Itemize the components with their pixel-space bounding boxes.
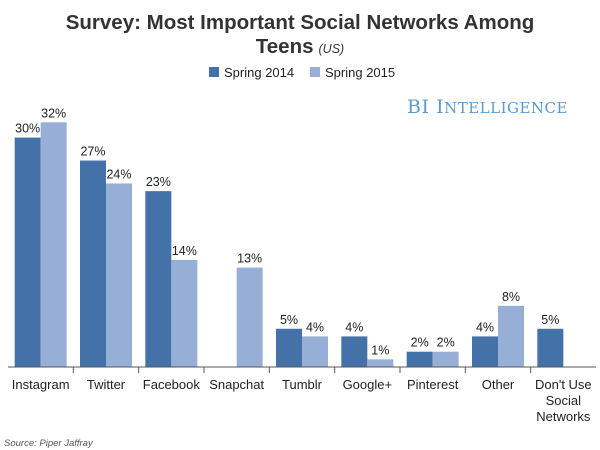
data-label-pinterest-spring-2015: 2% bbox=[437, 336, 455, 350]
bar-snapchat-spring-2015 bbox=[236, 267, 263, 367]
data-label-snapchat-spring-2015: 13% bbox=[237, 252, 262, 266]
bar-other-spring-2015 bbox=[498, 305, 524, 367]
legend-label-2014: Spring 2014 bbox=[224, 65, 294, 80]
bar-other-spring-2014 bbox=[472, 336, 498, 367]
bar-pinterest-spring-2015 bbox=[432, 351, 459, 367]
legend-label-2015: Spring 2015 bbox=[325, 65, 395, 80]
bars-group bbox=[14, 122, 564, 367]
data-label-twitter-spring-2014: 27% bbox=[80, 145, 105, 159]
bar-google-spring-2014 bbox=[341, 336, 368, 367]
data-label-twitter-spring-2015: 24% bbox=[106, 167, 131, 181]
data-label-instagram-spring-2014: 30% bbox=[15, 122, 40, 136]
x-label-other: Other bbox=[482, 377, 515, 392]
bar-tumblr-spring-2015 bbox=[302, 336, 328, 367]
legend-swatch-2014 bbox=[209, 67, 219, 77]
data-label-google-spring-2014: 4% bbox=[345, 320, 363, 334]
data-label-facebook-spring-2015: 14% bbox=[172, 244, 197, 258]
bar-twitter-spring-2014 bbox=[80, 160, 106, 367]
chart-title-line1: Survey: Most Important Social Networks A… bbox=[66, 11, 535, 34]
bar-twitter-spring-2015 bbox=[106, 183, 132, 367]
x-axis-labels: Instagram Twitter Facebook Snapchat Tumblr Go… bbox=[12, 377, 592, 424]
x-label-tumblr: Tumblr bbox=[282, 377, 323, 392]
data-label-tumblr-spring-2014: 5% bbox=[280, 313, 298, 327]
data-label-instagram-spring-2015: 32% bbox=[41, 106, 66, 120]
legend: Spring 2014 Spring 2015 bbox=[209, 65, 395, 80]
bi-intelligence-logo: BI INTELLIGENCE bbox=[407, 96, 568, 118]
x-label-facebook: Facebook bbox=[143, 377, 201, 392]
legend-swatch-2015 bbox=[310, 67, 320, 77]
data-label-tumblr-spring-2015: 4% bbox=[306, 320, 324, 334]
data-label-pinterest-spring-2014: 2% bbox=[411, 336, 429, 350]
bar-facebook-spring-2014 bbox=[145, 191, 172, 367]
data-label-other-spring-2015: 8% bbox=[502, 290, 520, 304]
x-label-pinterest: Pinterest bbox=[407, 377, 459, 392]
bar-tumblr-spring-2014 bbox=[276, 328, 302, 367]
x-label-don-t-use-social-networks: Don't Use Social Networks bbox=[535, 377, 592, 424]
data-label-other-spring-2014: 4% bbox=[476, 320, 494, 334]
x-label-instagram: Instagram bbox=[12, 377, 70, 392]
bar-don-t-use-social-networks-spring-2014 bbox=[537, 328, 564, 367]
source-note: Source: Piper Jaffray bbox=[4, 438, 94, 449]
bar-pinterest-spring-2014 bbox=[406, 351, 433, 367]
data-labels-group: 30%32% 27%24% 23% 14% 13% 5% 4% 4% 1% 2% 2% 4% 8% 5% bbox=[15, 106, 559, 357]
bar-instagram-spring-2014 bbox=[14, 137, 41, 367]
x-label-snapchat: Snapchat bbox=[209, 377, 264, 392]
x-label-twitter: Twitter bbox=[87, 377, 126, 392]
chart-title-line2: Teens (US) bbox=[256, 35, 344, 58]
bar-instagram-spring-2015 bbox=[40, 122, 67, 367]
x-label-google: Google+ bbox=[343, 377, 393, 392]
data-label-facebook-spring-2014: 23% bbox=[146, 175, 171, 189]
x-axis-ticks bbox=[72, 367, 532, 373]
data-label-don-t-use-social-networks-spring-2014: 5% bbox=[541, 313, 559, 327]
bar-google-spring-2015 bbox=[367, 359, 394, 367]
data-label-google-spring-2015: 1% bbox=[371, 343, 389, 357]
bar-facebook-spring-2015 bbox=[171, 259, 198, 367]
chart-title-teens: Teens bbox=[256, 35, 314, 58]
chart-title-region: (US) bbox=[319, 42, 345, 56]
